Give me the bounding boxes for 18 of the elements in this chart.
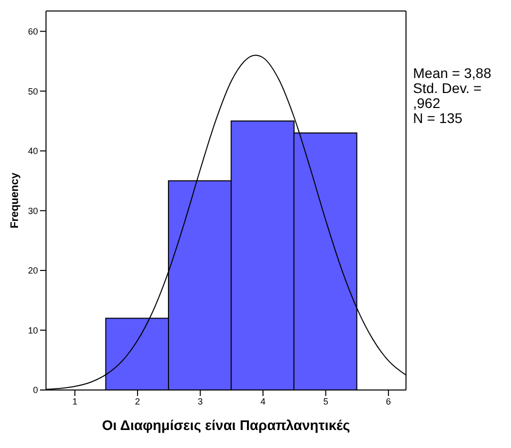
x-tick-label: 5 xyxy=(323,396,328,406)
text: Std. Dev. = ,962 xyxy=(413,80,483,111)
y-tick-label: 0 xyxy=(32,385,38,396)
y-tick-label: 50 xyxy=(28,86,38,96)
x-tick-label: 3 xyxy=(198,396,203,406)
x-tick-label: 2 xyxy=(135,396,140,406)
x-axis-title: Οι Διαφημίσεις είναι Παραπλανητικές xyxy=(102,417,350,433)
y-tick-label: 20 xyxy=(28,266,38,276)
y-tick-label: 10 xyxy=(28,325,38,336)
x-tick-label: 6 xyxy=(386,396,391,406)
y-axis-title: Frequency xyxy=(8,172,21,228)
x-tick-label: 1 xyxy=(72,396,78,406)
text: N = 135 xyxy=(413,110,464,126)
y-tick-label: 40 xyxy=(28,146,38,156)
y-tick-label: 30 xyxy=(28,206,38,216)
x-tick-label: 4 xyxy=(260,396,266,406)
y-tick-label: 60 xyxy=(28,26,38,37)
text: Mean = 3,88 xyxy=(413,65,492,81)
